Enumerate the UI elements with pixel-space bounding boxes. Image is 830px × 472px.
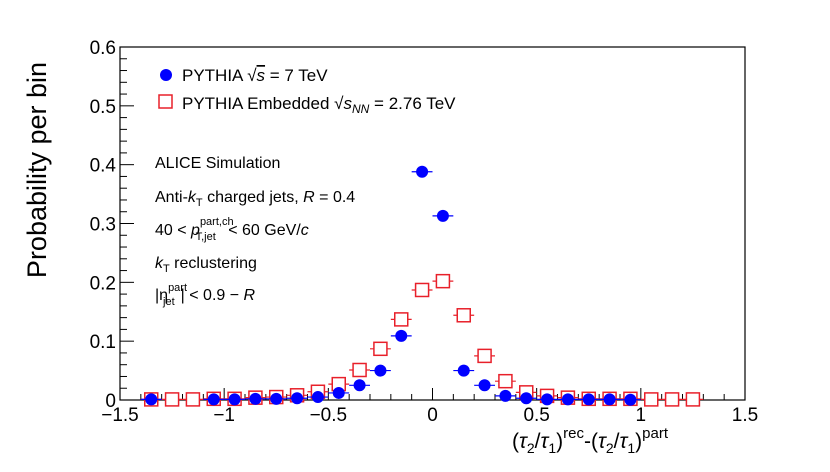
embedded-point <box>477 348 492 364</box>
x-axis-title: (τ2/τ1)rec-(τ2/τ1)part <box>512 425 669 456</box>
annotation-pt-range: 40 < ppart,ch T,jet < 60 GeV/c <box>155 216 309 243</box>
pythia-point <box>145 393 158 406</box>
pythia-point <box>207 393 220 406</box>
embedded-point <box>394 312 409 327</box>
embedded-point <box>352 362 367 378</box>
legend-marker-pythia <box>160 69 172 81</box>
embedded-point <box>456 308 471 323</box>
y-tick-label: 0.4 <box>90 156 117 177</box>
x-tick-label: 0.5 <box>523 405 549 426</box>
y-axis-tick-labels: 0 0.1 0.2 0.3 0.4 0.5 0.6 <box>90 38 117 412</box>
pythia-point <box>561 393 574 406</box>
embedded-point <box>164 392 180 407</box>
x-tick-label: −1 <box>213 405 235 426</box>
embedded-point <box>685 392 701 407</box>
legend-marker-embedded <box>158 94 173 109</box>
annotation-jets: Anti-kT charged jets, R = 0.4 <box>155 189 355 209</box>
y-tick-label: 0.1 <box>90 332 116 353</box>
annotations: ALICE Simulation Anti-kT charged jets, R… <box>155 155 355 308</box>
y-tick-label: 0.5 <box>90 97 116 118</box>
embedded-point <box>435 273 451 289</box>
pythia-point <box>478 379 491 392</box>
pythia-point <box>228 393 241 406</box>
legend-label-pythia: PYTHIA √s = 7 TeV <box>182 66 328 85</box>
y-tick-label: 0.2 <box>90 273 116 294</box>
embedded-point <box>373 341 388 357</box>
x-tick-label: 1 <box>636 405 647 426</box>
pythia-point <box>457 364 470 377</box>
pythia-point <box>541 393 554 406</box>
y-tick-label: 0.3 <box>90 215 116 236</box>
legend: PYTHIA √s = 7 TeV PYTHIA Embedded √sNN =… <box>158 66 456 116</box>
x-tick-label: −1.5 <box>101 405 139 426</box>
pythia-point <box>416 165 429 178</box>
pythia-point <box>582 393 595 406</box>
x-tick-label: 1.5 <box>732 405 758 426</box>
pythia-point <box>436 209 449 222</box>
series-pythia <box>140 165 641 406</box>
y-axis-ticks <box>120 46 134 401</box>
y-tick-label: 0.6 <box>90 38 116 59</box>
pythia-point <box>499 389 512 402</box>
pythia-point <box>353 379 366 392</box>
embedded-point <box>414 282 430 298</box>
x-axis-tick-labels: −1.5 −1 −0.5 0 0.5 1 1.5 <box>101 405 758 426</box>
y-axis-title: Probability per bin <box>22 62 52 278</box>
pythia-point <box>520 392 533 405</box>
embedded-point <box>498 373 513 389</box>
annotation-eta: |ηpart jet | < 0.9 − R <box>155 282 256 308</box>
pythia-point <box>311 391 324 404</box>
annotation-reclustering: kT reclustering <box>155 255 257 275</box>
pythia-point <box>270 392 283 405</box>
embedded-point <box>644 392 659 407</box>
legend-label-embedded: PYTHIA Embedded √sNN = 2.76 TeV <box>182 94 456 116</box>
pythia-point <box>603 393 616 406</box>
y-tick-label: 0 <box>105 391 116 412</box>
pythia-point <box>249 392 262 405</box>
pythia-point <box>395 329 408 342</box>
embedded-point <box>185 392 201 407</box>
embedded-point <box>664 392 680 407</box>
pythia-point <box>291 392 304 405</box>
x-tick-label: 0 <box>427 405 438 426</box>
pythia-point <box>332 386 345 399</box>
pythia-point <box>374 364 387 377</box>
pythia-point <box>624 393 637 406</box>
annotation-alice: ALICE Simulation <box>155 155 280 172</box>
x-tick-label: −0.5 <box>310 405 348 426</box>
